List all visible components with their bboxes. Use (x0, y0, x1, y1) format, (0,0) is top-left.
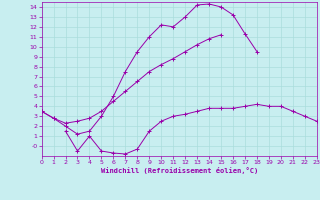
X-axis label: Windchill (Refroidissement éolien,°C): Windchill (Refroidissement éolien,°C) (100, 167, 258, 174)
